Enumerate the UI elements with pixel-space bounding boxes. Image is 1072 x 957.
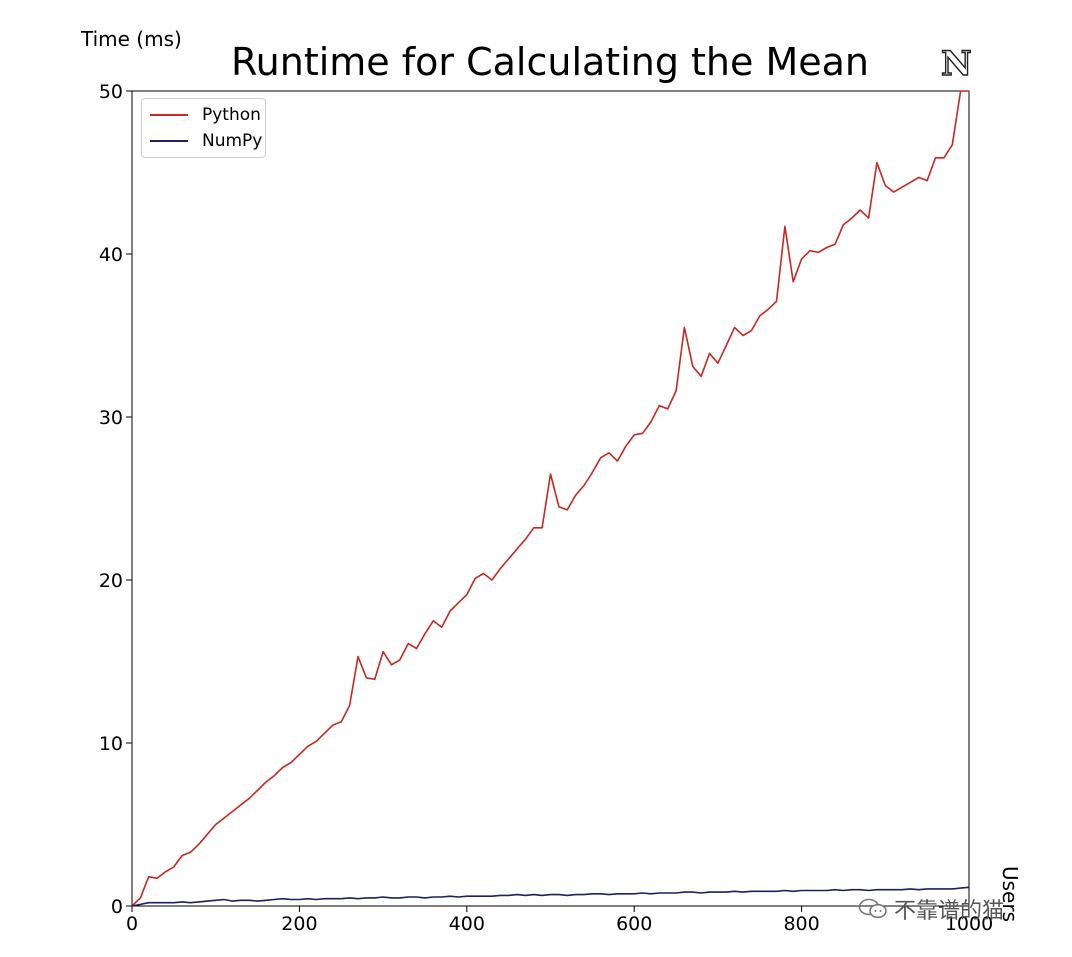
plot-frame [131, 90, 970, 907]
y-tick-label: 10 [99, 733, 123, 755]
legend-item-numpy: NumPy [150, 130, 262, 152]
y-tick-label: 0 [111, 896, 123, 918]
y-tick-label: 40 [99, 244, 123, 266]
series-lines [131, 90, 970, 907]
x-tick-label: 600 [616, 913, 652, 935]
legend-swatch-numpy [150, 140, 188, 142]
x-tick-label: 400 [449, 913, 485, 935]
legend-label-numpy: NumPy [202, 131, 263, 151]
svg-text:N: N [941, 44, 971, 80]
legend-label-python: Python [202, 105, 261, 125]
series-line-python [131, 90, 969, 907]
x-tick-label: 800 [783, 913, 819, 935]
legend: Python NumPy [141, 98, 266, 158]
y-axis-label: Time (ms) [81, 27, 182, 51]
series-line-numpy [131, 886, 970, 907]
axis-ticks: 0 200 400 600 800 1000 0 10 20 30 40 50 [99, 81, 993, 935]
legend-item-python: Python [150, 104, 261, 126]
logo-icon: N [941, 44, 971, 80]
y-tick-label: 20 [99, 570, 123, 592]
y-tick-label: 50 [99, 81, 123, 103]
x-tick-label: 0 [126, 913, 138, 935]
wechat-icon [858, 898, 887, 919]
watermark-text: 不靠谱的猫 [894, 899, 1005, 924]
watermark: 不靠谱的猫 [858, 893, 1004, 925]
y-tick-label: 30 [99, 407, 123, 429]
legend-swatch-python [150, 114, 188, 116]
x-tick-label: 1000 [945, 913, 993, 935]
x-tick-label: 200 [281, 913, 317, 935]
chart-title: Runtime for Calculating the Mean [230, 40, 870, 84]
